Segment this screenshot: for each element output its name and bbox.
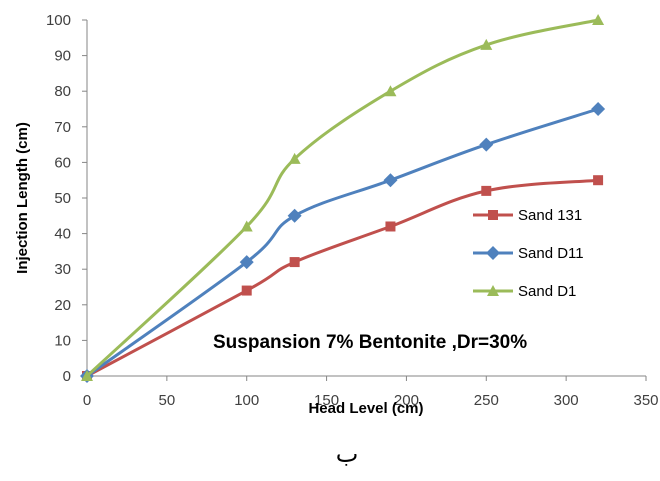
series-line (86, 107, 599, 378)
series-sand-d11 (80, 102, 606, 383)
y-tick-label: 90 (54, 48, 71, 65)
data-point-marker (481, 185, 492, 196)
chart-annotation: Suspansion 7% Bentonite ,Dr=30% (213, 332, 527, 353)
data-point-marker (288, 152, 301, 164)
x-axis-title: Head Level (cm) (308, 400, 423, 417)
y-tick-label: 100 (46, 12, 71, 29)
data-point-marker (289, 257, 300, 268)
x-tick-label: 100 (234, 392, 259, 409)
y-tick-label: 30 (54, 261, 71, 278)
data-point-marker (383, 173, 398, 188)
y-axis-title: Injection Length (cm) (14, 122, 31, 274)
data-point-marker (480, 38, 493, 50)
y-tick-label: 60 (54, 154, 71, 171)
series-layer (80, 14, 606, 383)
y-tick-label: 10 (54, 332, 71, 349)
y-tick-label: 70 (54, 119, 71, 136)
axes: 0 10 20 30 40 50 60 70 80 90 100 0 50 100 150 200 250 300… (46, 12, 659, 409)
legend-item: Sand D11 (473, 245, 584, 262)
series-line (86, 178, 599, 378)
x-tick-label: 150 (314, 392, 339, 409)
x-tick-label: 250 (474, 392, 499, 409)
y-tick-label: 40 (54, 226, 71, 243)
data-point-marker (241, 285, 252, 296)
data-point-marker (591, 102, 606, 116)
legend-item: Sand D1 (473, 283, 576, 300)
data-point-marker (479, 137, 494, 152)
legend-marker (487, 285, 499, 296)
y-tick-label: 50 (54, 190, 71, 207)
x-tick-label: 50 (159, 392, 176, 409)
x-tick-label: 350 (633, 392, 658, 409)
legend-label: Sand 131 (518, 207, 582, 224)
data-point-marker (240, 220, 253, 232)
y-tick-label: 80 (54, 83, 71, 100)
series-sand-d1 (81, 14, 605, 381)
legend-item: Sand 131 (473, 207, 582, 224)
data-point-marker (593, 175, 604, 186)
data-point-marker (239, 255, 254, 270)
x-tick-label: 300 (554, 392, 579, 409)
data-point-marker (385, 221, 396, 232)
series-line (85, 18, 599, 378)
data-point-marker (384, 85, 397, 97)
caption-letter: ب (336, 440, 359, 468)
y-tick-label: 20 (54, 297, 71, 314)
data-point-marker (81, 370, 93, 381)
legend-marker (486, 246, 500, 260)
data-point-marker (592, 14, 605, 25)
data-point-marker (287, 208, 302, 223)
x-tick-label: 0 (83, 392, 91, 409)
legend-label: Sand D11 (518, 245, 584, 262)
legend-marker (488, 210, 498, 220)
legend-label: Sand D1 (518, 283, 576, 300)
x-tick-label: 200 (394, 392, 419, 409)
y-tick-label: 0 (63, 368, 71, 385)
legend: Sand 131 Sand D11 Sand D1 (473, 207, 584, 300)
